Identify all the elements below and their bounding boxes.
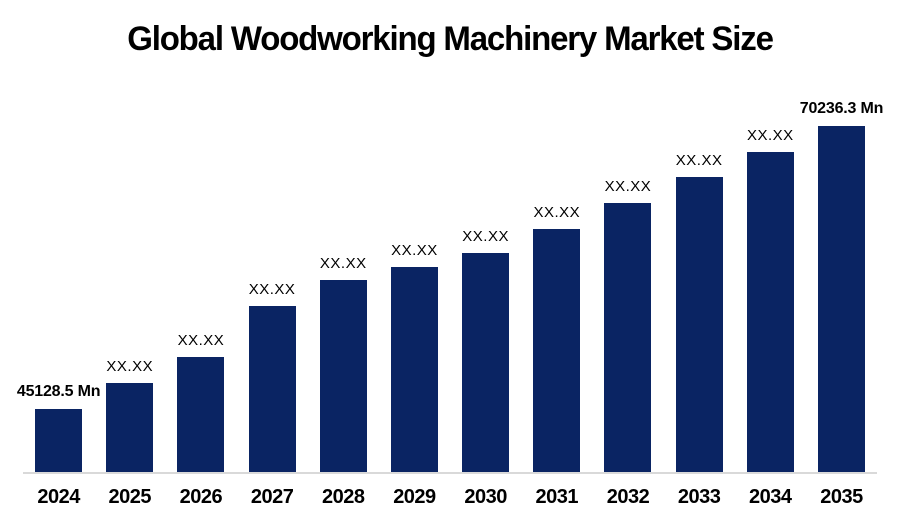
x-axis-line [23, 472, 877, 474]
bar-group: XX.XX [379, 242, 450, 472]
x-axis-tick-label: 2027 [250, 486, 294, 508]
x-axis-tick-label: 2034 [749, 486, 792, 508]
bar [746, 152, 794, 472]
bar [533, 229, 581, 472]
x-axis-labels: 2024 2025 2026 2027 2028 2029 2030 2031 2032 2033… [23, 486, 877, 509]
bars-container: 45128.5 Mn XX.XX XX.XX XX.XX XX.XX XX.XX XX.XX… [17, 100, 883, 472]
bar [817, 126, 865, 472]
bar-group: XX.XX [592, 178, 663, 472]
bar-group: XX.XX [237, 281, 308, 472]
bar-group: 45128.5 Mn [17, 383, 100, 472]
bar-group: XX.XX [308, 255, 379, 472]
bar [319, 280, 367, 472]
bar [106, 383, 154, 472]
bar-group: XX.XX [664, 152, 735, 472]
bar-value-label: XX.XX [319, 255, 367, 272]
bar-value-label: XX.XX [533, 204, 581, 221]
bar [675, 177, 723, 472]
bar-group: XX.XX [94, 358, 165, 472]
bar [35, 409, 83, 472]
bar-value-label: XX.XX [462, 228, 509, 245]
x-axis-tick-label: 2030 [464, 486, 507, 508]
x-axis-tick-label: 2029 [393, 486, 436, 508]
x-axis-tick-label: 2035 [820, 486, 863, 508]
bar [390, 267, 438, 472]
bar-value-label: XX.XX [675, 152, 723, 169]
bar [604, 203, 652, 472]
bar-value-label: XX.XX [604, 178, 652, 195]
x-axis-tick-label: 2032 [606, 486, 650, 508]
bar-value-label: XX.XX [248, 281, 296, 298]
bar-group: XX.XX [735, 127, 806, 472]
chart-title: Global Woodworking Machinery Market Size [127, 20, 774, 58]
x-axis-tick-label: 2025 [108, 486, 152, 508]
bar-group: 70236.3 Mn [800, 100, 883, 472]
x-axis-tick-label: 2031 [535, 486, 579, 508]
bar-value-label: XX.XX [177, 332, 225, 349]
bar [248, 306, 296, 472]
bar-value-label: XX.XX [746, 127, 794, 144]
bar-group: XX.XX [521, 204, 592, 472]
bar-group: XX.XX [165, 332, 236, 472]
bar-value-label: 70236.3 Mn [799, 100, 884, 117]
bar-value-label: XX.XX [391, 242, 438, 259]
x-axis-tick-label: 2024 [37, 486, 80, 508]
bar-value-label: 45128.5 Mn [16, 383, 101, 400]
x-axis-tick-label: 2026 [179, 486, 223, 508]
x-axis-tick-label: 2033 [677, 486, 721, 508]
bar [177, 357, 225, 472]
x-axis-tick-label: 2028 [322, 486, 365, 508]
bar [462, 253, 510, 472]
bar-value-label: XX.XX [106, 358, 154, 375]
bar-group: XX.XX [450, 228, 521, 472]
